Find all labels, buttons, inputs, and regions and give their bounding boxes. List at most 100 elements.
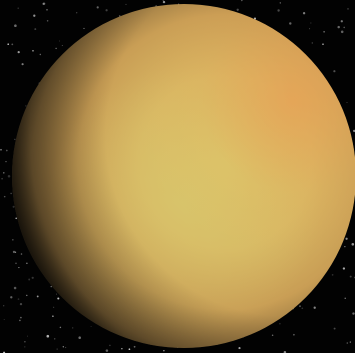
- star: [96, 6, 99, 9]
- star: [5, 149, 8, 152]
- star: [12, 250, 16, 254]
- star: [57, 297, 60, 300]
- star: [121, 348, 123, 350]
- star: [301, 307, 304, 310]
- star: [349, 275, 352, 278]
- star: [133, 345, 136, 348]
- star: [13, 286, 17, 290]
- star: [42, 2, 45, 6]
- star: [128, 348, 131, 351]
- star: [32, 50, 34, 52]
- star: [72, 327, 74, 329]
- star: [347, 8, 349, 10]
- star: [59, 326, 62, 329]
- star: [26, 294, 28, 297]
- star: [56, 293, 57, 295]
- star: [309, 28, 311, 30]
- star: [337, 25, 340, 29]
- star: [46, 9, 48, 11]
- star: [352, 312, 355, 315]
- star: [346, 342, 349, 344]
- star: [5, 160, 7, 163]
- star: [46, 20, 49, 22]
- star: [0, 148, 2, 151]
- star: [52, 315, 54, 318]
- star: [1, 177, 3, 180]
- star: [20, 316, 22, 319]
- star: [46, 334, 50, 338]
- star: [28, 278, 31, 281]
- star: [39, 53, 42, 56]
- star: [53, 338, 56, 340]
- star: [333, 327, 336, 330]
- star: [279, 322, 281, 325]
- star: [27, 335, 28, 337]
- star: [344, 297, 346, 299]
- star: [34, 28, 37, 31]
- star: [340, 30, 344, 34]
- star: [349, 341, 351, 343]
- star: [26, 262, 28, 264]
- moon: [12, 4, 355, 348]
- star: [42, 2, 46, 5]
- star: [15, 262, 17, 265]
- star: [90, 326, 92, 327]
- star: [311, 42, 313, 44]
- star: [3, 195, 6, 198]
- star: [61, 44, 63, 47]
- star: [83, 27, 85, 29]
- star: [344, 246, 346, 248]
- star: [302, 12, 306, 15]
- star: [31, 276, 34, 279]
- star: [59, 40, 61, 42]
- star: [240, 0, 243, 2]
- star: [15, 251, 17, 253]
- star: [7, 174, 11, 178]
- star: [105, 9, 108, 12]
- star: [322, 43, 324, 46]
- star: [55, 47, 57, 50]
- star: [17, 298, 20, 300]
- star: [12, 239, 14, 241]
- star: [12, 205, 15, 208]
- star: [342, 267, 346, 270]
- star: [17, 7, 19, 9]
- star: [10, 296, 13, 299]
- star: [105, 349, 109, 352]
- star: [323, 30, 325, 33]
- star: [21, 63, 24, 66]
- star: [76, 12, 78, 14]
- star: [271, 334, 274, 336]
- star: [36, 295, 39, 298]
- star: [3, 319, 5, 321]
- star: [17, 50, 20, 54]
- star: [24, 341, 26, 343]
- star: [7, 43, 10, 46]
- star: [162, 0, 164, 1]
- star: [14, 138, 16, 140]
- star: [299, 305, 301, 308]
- star: [289, 22, 292, 25]
- star: [14, 24, 17, 27]
- star: [333, 70, 336, 73]
- star: [24, 346, 26, 348]
- star: [236, 8, 239, 11]
- star: [19, 319, 21, 322]
- star: [279, 2, 281, 4]
- star: [15, 217, 18, 220]
- star: [25, 105, 27, 107]
- star: [11, 43, 14, 46]
- star: [313, 306, 316, 309]
- star: [3, 305, 5, 307]
- star: [277, 9, 280, 12]
- star: [253, 17, 257, 20]
- star: [64, 346, 67, 349]
- star: [125, 3, 127, 5]
- star: [163, 350, 165, 352]
- star: [3, 172, 5, 174]
- star: [10, 192, 12, 195]
- star: [18, 267, 20, 269]
- star: [33, 14, 36, 17]
